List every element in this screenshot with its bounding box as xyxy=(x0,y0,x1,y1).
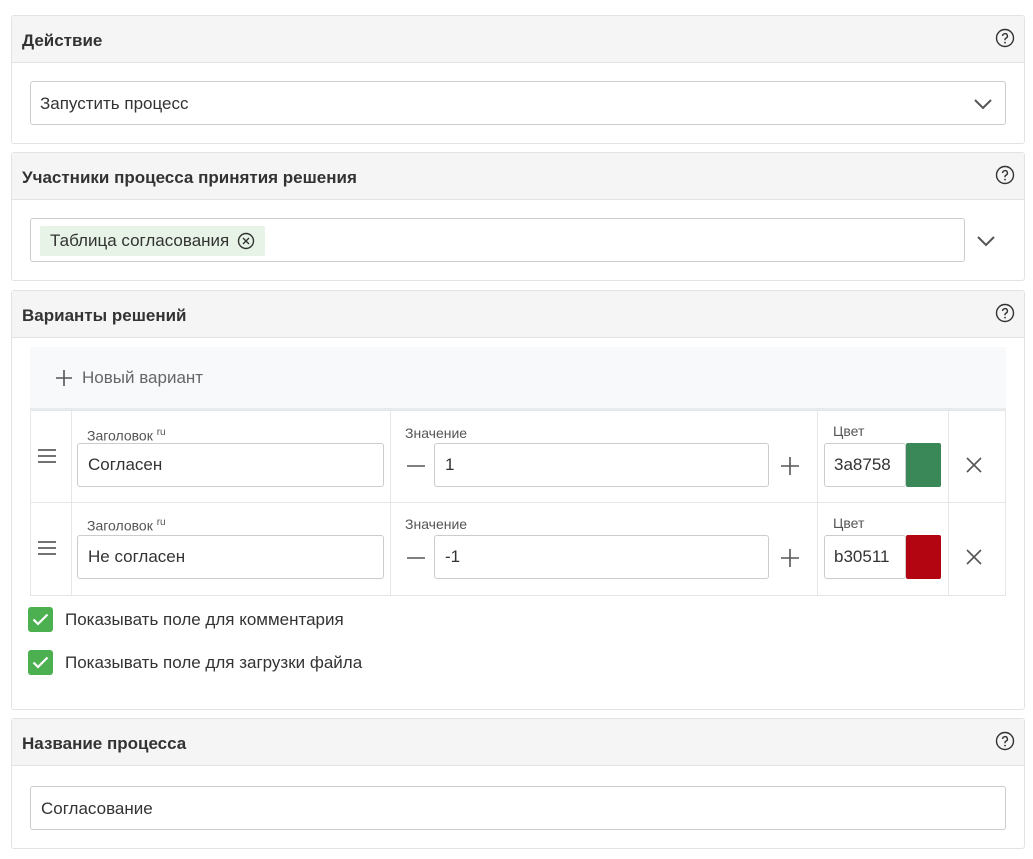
title-input[interactable]: Согласен xyxy=(77,443,384,487)
plus-icon xyxy=(56,369,72,386)
process-name-value: Согласование xyxy=(41,799,153,818)
participants-panel-title: Участники процесса принятия решения xyxy=(22,168,357,187)
value-field-label: Значение xyxy=(405,425,468,441)
participant-tag: Таблица согласования xyxy=(40,226,266,256)
color-swatch[interactable] xyxy=(906,535,941,579)
action-panel-header: Действие xyxy=(12,16,1024,63)
close-icon[interactable] xyxy=(966,549,982,565)
help-icon[interactable] xyxy=(995,303,1015,323)
value-input[interactable]: -1 xyxy=(434,535,769,579)
process-name-panel-header: Название процесса xyxy=(12,719,1024,766)
action-select[interactable]: Запустить процесс xyxy=(30,81,1006,125)
close-circle-icon[interactable] xyxy=(237,232,255,250)
participants-panel: Участники процесса принятия решения Табл… xyxy=(11,152,1025,281)
variants-panel-title: Варианты решений xyxy=(22,306,187,325)
color-swatch[interactable] xyxy=(906,443,941,487)
minus-icon[interactable] xyxy=(406,548,426,568)
drag-handle-icon[interactable] xyxy=(38,449,56,463)
close-icon[interactable] xyxy=(966,457,982,473)
process-name-input[interactable]: Согласование xyxy=(30,786,1006,830)
value-input[interactable]: 1 xyxy=(434,443,769,487)
variants-panel-header: Варианты решений xyxy=(12,291,1024,338)
help-icon[interactable] xyxy=(995,731,1015,751)
variants-list: Новый вариант Заголовок ru Согласен Знач… xyxy=(30,347,1006,596)
checkmark-icon xyxy=(32,613,49,626)
add-variant-button[interactable]: Новый вариант xyxy=(30,347,1006,410)
variant-row: Заголовок ru Не согласен Значение -1 Цве… xyxy=(30,503,1006,596)
value-field-label: Значение xyxy=(405,516,468,532)
action-panel-title: Действие xyxy=(22,31,103,50)
plus-icon[interactable] xyxy=(780,456,800,476)
comment-field-checkbox[interactable]: Показывать поле для комментария xyxy=(28,607,344,632)
comment-field-label: Показывать поле для комментария xyxy=(65,609,344,629)
color-hex-input[interactable]: 3a8758 xyxy=(824,443,906,487)
variant-row: Заголовок ru Согласен Значение 1 Цвет 3a… xyxy=(30,410,1006,503)
variants-panel: Варианты решений Новый вариант Заголовок… xyxy=(11,290,1025,710)
help-icon[interactable] xyxy=(995,165,1015,185)
minus-icon[interactable] xyxy=(406,456,426,476)
checkbox[interactable] xyxy=(28,607,53,632)
title-field-label: Заголовок ru xyxy=(87,427,166,444)
chevron-down-icon[interactable] xyxy=(977,235,995,247)
action-select-value: Запустить процесс xyxy=(40,94,189,113)
checkbox[interactable] xyxy=(28,650,53,675)
process-name-panel-title: Название процесса xyxy=(22,734,187,753)
participants-select[interactable]: Таблица согласования xyxy=(30,218,965,262)
title-field-label: Заголовок ru xyxy=(87,517,166,534)
title-input[interactable]: Не согласен xyxy=(77,535,384,579)
chevron-down-icon[interactable] xyxy=(974,98,992,110)
color-field-label: Цвет xyxy=(833,515,865,531)
plus-icon[interactable] xyxy=(780,548,800,568)
color-hex-input[interactable]: b30511 xyxy=(824,535,906,579)
drag-handle-icon[interactable] xyxy=(38,541,56,555)
participants-panel-header: Участники процесса принятия решения xyxy=(12,153,1024,200)
checkmark-icon xyxy=(32,656,49,669)
file-upload-label: Показывать поле для загрузки файла xyxy=(65,652,363,672)
action-panel: Действие Запустить процесс xyxy=(11,15,1025,144)
process-name-panel: Название процесса Согласование xyxy=(11,718,1025,849)
add-variant-label: Новый вариант xyxy=(82,367,204,387)
help-icon[interactable] xyxy=(995,28,1015,48)
file-upload-checkbox[interactable]: Показывать поле для загрузки файла xyxy=(28,650,362,675)
color-field-label: Цвет xyxy=(833,423,865,439)
participant-tag-label: Таблица согласования xyxy=(50,231,230,250)
